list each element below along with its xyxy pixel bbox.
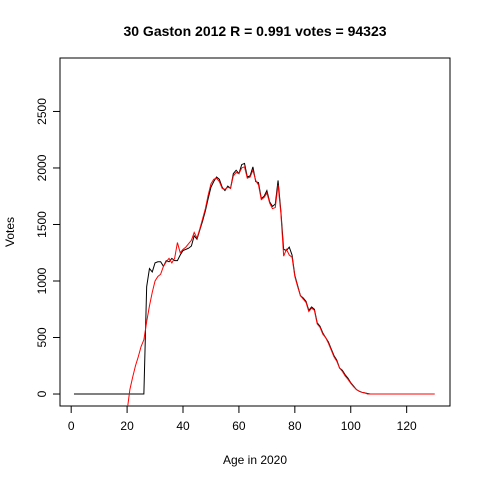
x-axis-label: Age in 2020 (223, 453, 287, 467)
y-tick-label: 500 (35, 327, 49, 347)
x-tick-label: 80 (288, 419, 302, 433)
chart-title: 30 Gaston 2012 R = 0.991 votes = 94323 (123, 23, 386, 39)
y-tick-label: 2000 (35, 154, 49, 181)
y-tick-label: 1000 (35, 267, 49, 294)
x-tick-label: 20 (120, 419, 134, 433)
x-tick-label: 60 (232, 419, 246, 433)
y-tick-label: 2500 (35, 98, 49, 125)
x-tick-label: 120 (397, 419, 417, 433)
x-tick-label: 100 (341, 419, 361, 433)
plot-box (59, 57, 451, 407)
data-line (127, 166, 435, 406)
x-tick-label: 40 (176, 419, 190, 433)
y-axis-label: Votes (3, 217, 17, 247)
y-tick-label: 1500 (35, 211, 49, 238)
plot-area (73, 162, 435, 406)
y-tick-label: 0 (35, 390, 49, 397)
x-tick-label: 0 (68, 419, 75, 433)
